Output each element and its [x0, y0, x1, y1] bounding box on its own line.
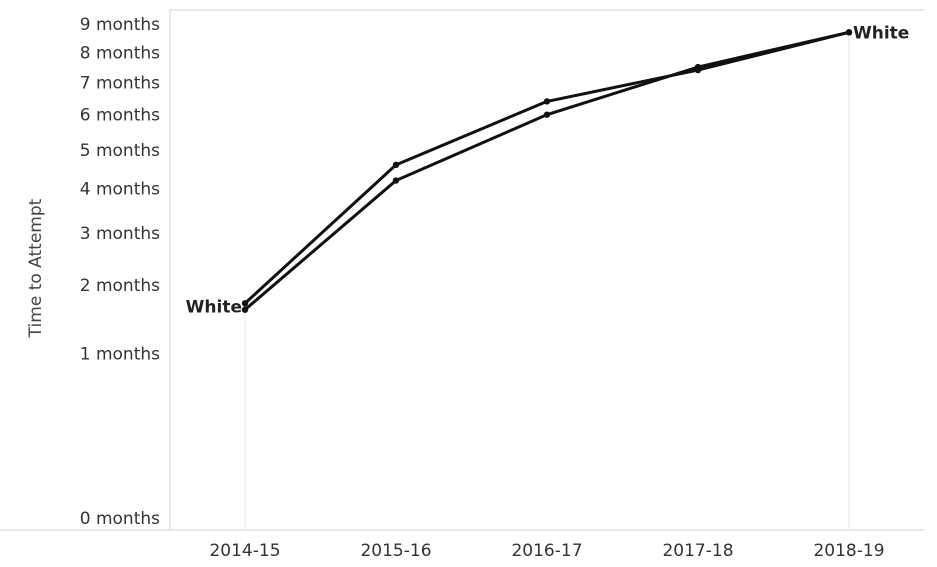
x-tick-label: 2018-19	[813, 541, 884, 561]
data-point	[694, 66, 702, 74]
data-point	[392, 161, 400, 169]
y-tick-label: 5 months	[80, 141, 160, 161]
data-point	[241, 306, 249, 313]
x-tick-label: 2015-16	[360, 541, 431, 561]
data-point	[543, 98, 551, 105]
plot-frame	[0, 9, 924, 531]
data-point	[543, 111, 551, 118]
data-point	[241, 300, 249, 307]
y-tick-label: 1 months	[80, 344, 160, 364]
series-lines	[243, 30, 850, 311]
x-tick-label: 2014-15	[209, 541, 280, 561]
reference-lines	[244, 32, 850, 530]
y-tick-label: 8 months	[80, 43, 160, 63]
start-label: White	[186, 298, 242, 318]
series-points	[241, 29, 853, 313]
y-tick-label: 0 months	[80, 509, 160, 529]
data-point	[392, 177, 400, 184]
y-tick-label: 2 months	[80, 276, 160, 296]
series-line-1	[244, 30, 850, 311]
y-tick-label: 6 months	[80, 106, 160, 126]
y-tick-label: 4 months	[80, 180, 160, 200]
series-line-2	[243, 30, 850, 305]
y-axis-ticks: 0 months 1 months 2 months 3 months 4 months…	[80, 15, 160, 529]
y-tick-label: 3 months	[80, 224, 160, 244]
end-label: White	[853, 23, 909, 43]
end-labels: White White	[186, 23, 910, 317]
data-point	[845, 29, 853, 36]
x-tick-label: 2017-18	[662, 541, 733, 561]
y-axis-title: Time to Attempt	[26, 198, 46, 338]
x-axis-ticks: 2014-15 2015-16 2016-17 2017-18 2018-19	[209, 541, 884, 561]
y-tick-label: 9 months	[80, 15, 160, 35]
x-tick-label: 2016-17	[511, 541, 582, 561]
y-tick-label: 7 months	[80, 73, 160, 93]
